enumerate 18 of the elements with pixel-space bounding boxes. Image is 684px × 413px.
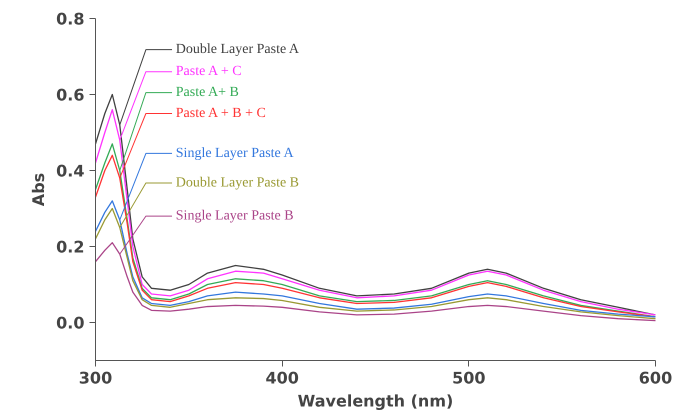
y-tick-label: 0.4 (56, 162, 84, 180)
y-tick-label: 0.0 (56, 314, 84, 332)
x-tick-label: 300 (78, 368, 112, 388)
y-axis-title: Abs (29, 172, 48, 206)
x-tick-label: 500 (452, 368, 486, 388)
y-tick-label: 0.8 (56, 10, 84, 28)
text: Double Layer Paste A (176, 42, 300, 58)
x-tick-label: 400 (265, 368, 299, 388)
x-tick-label: 600 (638, 368, 672, 388)
text: Paste A+ B (176, 85, 239, 100)
x-axis-title: Wavelength (nm) (298, 392, 454, 410)
text: Paste A + C (176, 64, 242, 80)
text: Single Layer Paste B (176, 208, 294, 224)
text: Paste A + B + C (176, 106, 266, 121)
y-tick-label: 0.2 (56, 238, 84, 256)
y-tick-label: 0.6 (56, 86, 84, 104)
text: Double Layer Paste B (176, 176, 300, 191)
text: Single Layer Paste A (176, 146, 294, 161)
